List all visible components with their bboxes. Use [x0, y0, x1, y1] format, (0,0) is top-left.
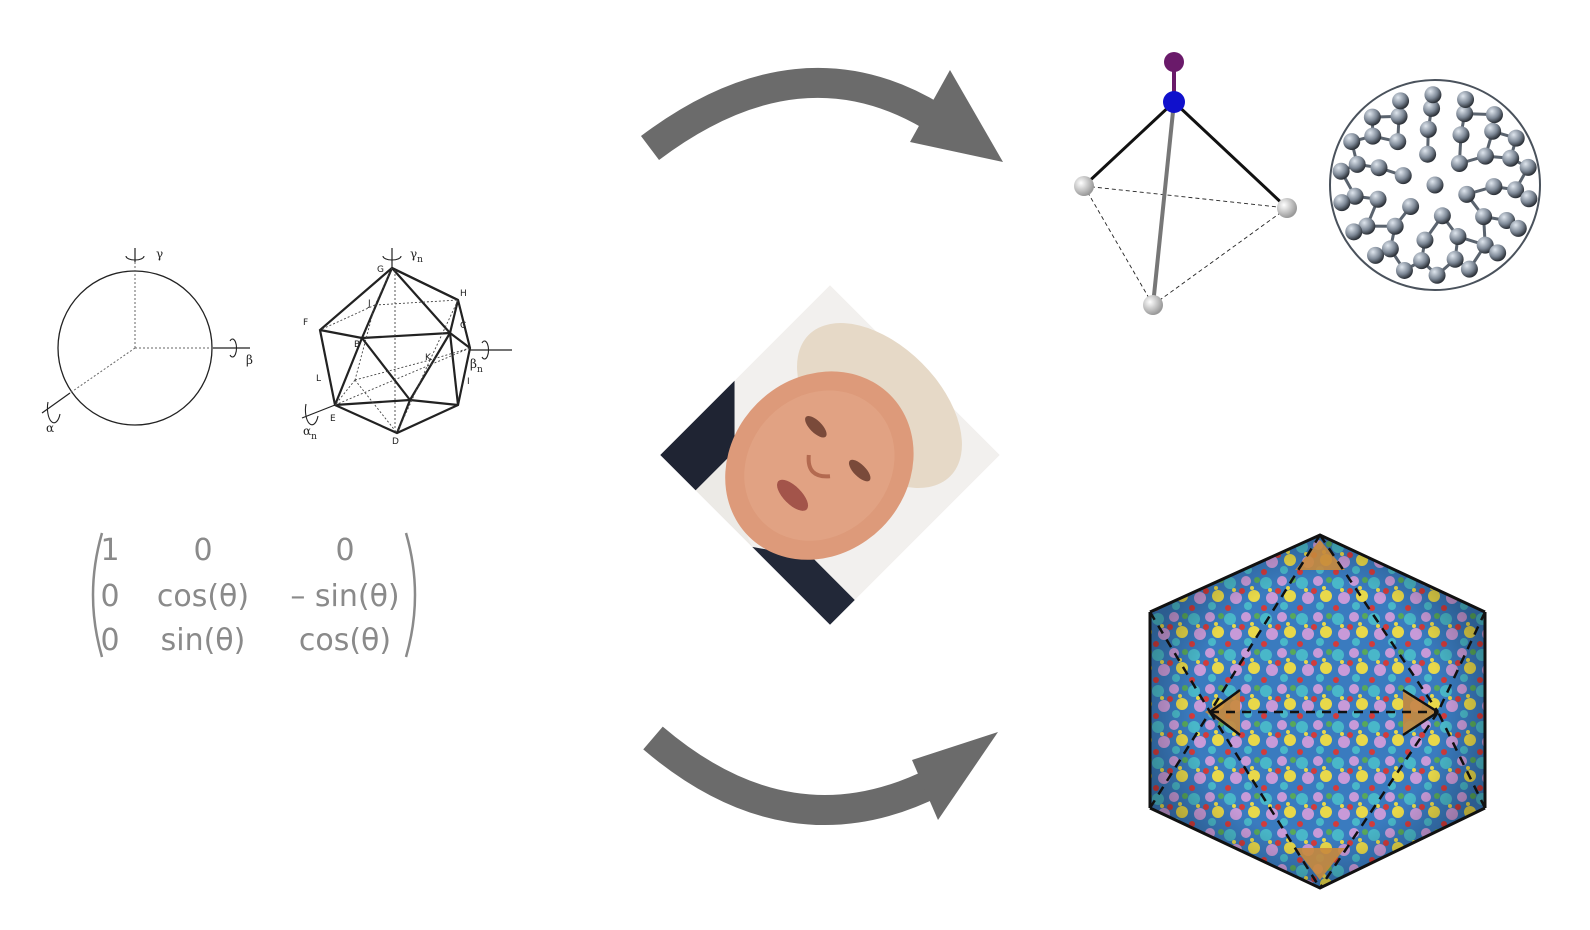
buckyball-atom — [1392, 92, 1410, 110]
matrix-cell-r2c1: 0 — [100, 579, 119, 614]
vertex-label-j: J — [367, 299, 371, 309]
buckyball-atom — [1386, 217, 1404, 235]
matrix-cell-r3c1: 0 — [100, 623, 119, 658]
buckyball-atom — [1419, 145, 1437, 163]
buckyball-atom — [1457, 91, 1475, 109]
sphere-beta-label: β — [246, 353, 253, 367]
buckyball-atom — [1519, 158, 1537, 176]
buckyball-atom — [1381, 240, 1399, 258]
buckyball-atom — [1452, 126, 1470, 144]
vertex-label-i: I — [467, 377, 470, 387]
buckyball-atom — [1485, 106, 1503, 124]
buckyball-atom — [1450, 155, 1468, 173]
vertex-label-k: K — [425, 353, 432, 363]
buckyball-atom — [1446, 250, 1464, 268]
buckyball-atom — [1390, 107, 1408, 125]
buckyball-atom — [1507, 181, 1525, 199]
vertex-label-e: E — [330, 414, 336, 424]
buckyball-atom — [1458, 185, 1476, 203]
molecule-atom-left — [1074, 176, 1094, 196]
buckyball-atom — [1358, 217, 1376, 235]
icosahedron-gamma-label: γn — [410, 247, 423, 265]
buckyball-atom — [1485, 178, 1503, 196]
tetrahedral-molecule — [1074, 52, 1297, 315]
buckyball-atom — [1507, 129, 1525, 147]
sphere-gamma-label: γ — [156, 247, 163, 261]
buckyball-atom — [1389, 133, 1407, 151]
buckyball-atom — [1475, 208, 1493, 226]
vertex-label-b: B — [354, 340, 360, 350]
buckyball-atom — [1370, 159, 1388, 177]
buckyball-atom — [1449, 228, 1467, 246]
buckyball-atom — [1402, 197, 1420, 215]
buckyball-atom — [1460, 260, 1478, 278]
buckyball-atom — [1367, 246, 1385, 264]
buckyball-atom — [1333, 194, 1351, 212]
buckyball-atom — [1416, 231, 1434, 249]
buckyball-atom — [1433, 207, 1451, 225]
icosahedron-alpha-label: αn — [303, 424, 317, 442]
buckyball-atom — [1476, 236, 1494, 254]
bottom-curved-arrow — [643, 726, 998, 826]
molecule-atom-right — [1277, 198, 1297, 218]
matrix-cell-r3c3: cos(θ) — [299, 623, 391, 658]
buckyball-atom — [1345, 223, 1363, 241]
rotation-axes-diagram: γ β α — [41, 247, 512, 447]
buckyball-atom — [1426, 176, 1444, 194]
buckyball-atom — [1346, 187, 1364, 205]
buckyball-atom — [1423, 99, 1441, 117]
molecule-top-atom — [1164, 52, 1184, 72]
sphere-alpha-label: α — [46, 421, 54, 435]
vertex-label-g: G — [377, 265, 384, 275]
molecule-atom-bottom — [1143, 295, 1163, 315]
vertex-label-f: F — [303, 318, 308, 328]
buckyball-atom — [1343, 133, 1361, 151]
matrix-cell-r3c2: sin(θ) — [161, 623, 246, 658]
vertex-label-d: D — [392, 437, 399, 447]
buckyball-atom — [1369, 190, 1387, 208]
buckyball-atom — [1332, 162, 1350, 180]
buckyball-atom — [1502, 149, 1520, 167]
sphere-axes-figure: γ β α — [41, 247, 253, 435]
buckyball-atom — [1424, 86, 1442, 104]
matrix-cell-r1c1: 1 — [100, 533, 119, 568]
buckyball-atom — [1364, 127, 1382, 145]
icosahedron-axes-figure: γn βn αn G H F J C B K L I E D — [301, 247, 512, 447]
buckyball-atom — [1456, 105, 1474, 123]
buckyball-atom — [1489, 244, 1507, 262]
buckyball-atom — [1509, 219, 1527, 237]
buckyball-atom — [1395, 261, 1413, 279]
vertex-label-c: C — [460, 321, 466, 331]
buckyball-atom — [1484, 122, 1502, 140]
center-portrait — [660, 285, 1000, 625]
buckyball-atom — [1363, 108, 1381, 126]
top-curved-arrow — [640, 67, 1003, 162]
buckyball-atom — [1419, 120, 1437, 138]
matrix-cell-r2c2: cos(θ) — [157, 579, 249, 614]
vertex-label-l: L — [316, 374, 321, 384]
molecule-center-atom — [1163, 91, 1185, 113]
buckyball-atom — [1413, 252, 1431, 270]
matrix-cell-r1c2: 0 — [193, 533, 212, 568]
buckyball-atom — [1428, 266, 1446, 284]
buckyball-atom — [1348, 155, 1366, 173]
matrix-cell-r1c3: 0 — [335, 533, 354, 568]
buckyball-atom — [1394, 167, 1412, 185]
vertex-label-h: H — [460, 289, 467, 299]
matrix-cell-r2c3: – sin(θ) — [290, 579, 399, 614]
virus-capsid — [1148, 533, 1487, 890]
buckyball-atom — [1476, 147, 1494, 165]
rotation-matrix: 1 0 0 0 cos(θ) – sin(θ) 0 sin(θ) cos(θ) — [91, 532, 417, 658]
buckyball-molecule — [1329, 79, 1541, 291]
icosahedron-beta-label: βn — [470, 357, 483, 375]
buckyball-atom — [1520, 190, 1538, 208]
